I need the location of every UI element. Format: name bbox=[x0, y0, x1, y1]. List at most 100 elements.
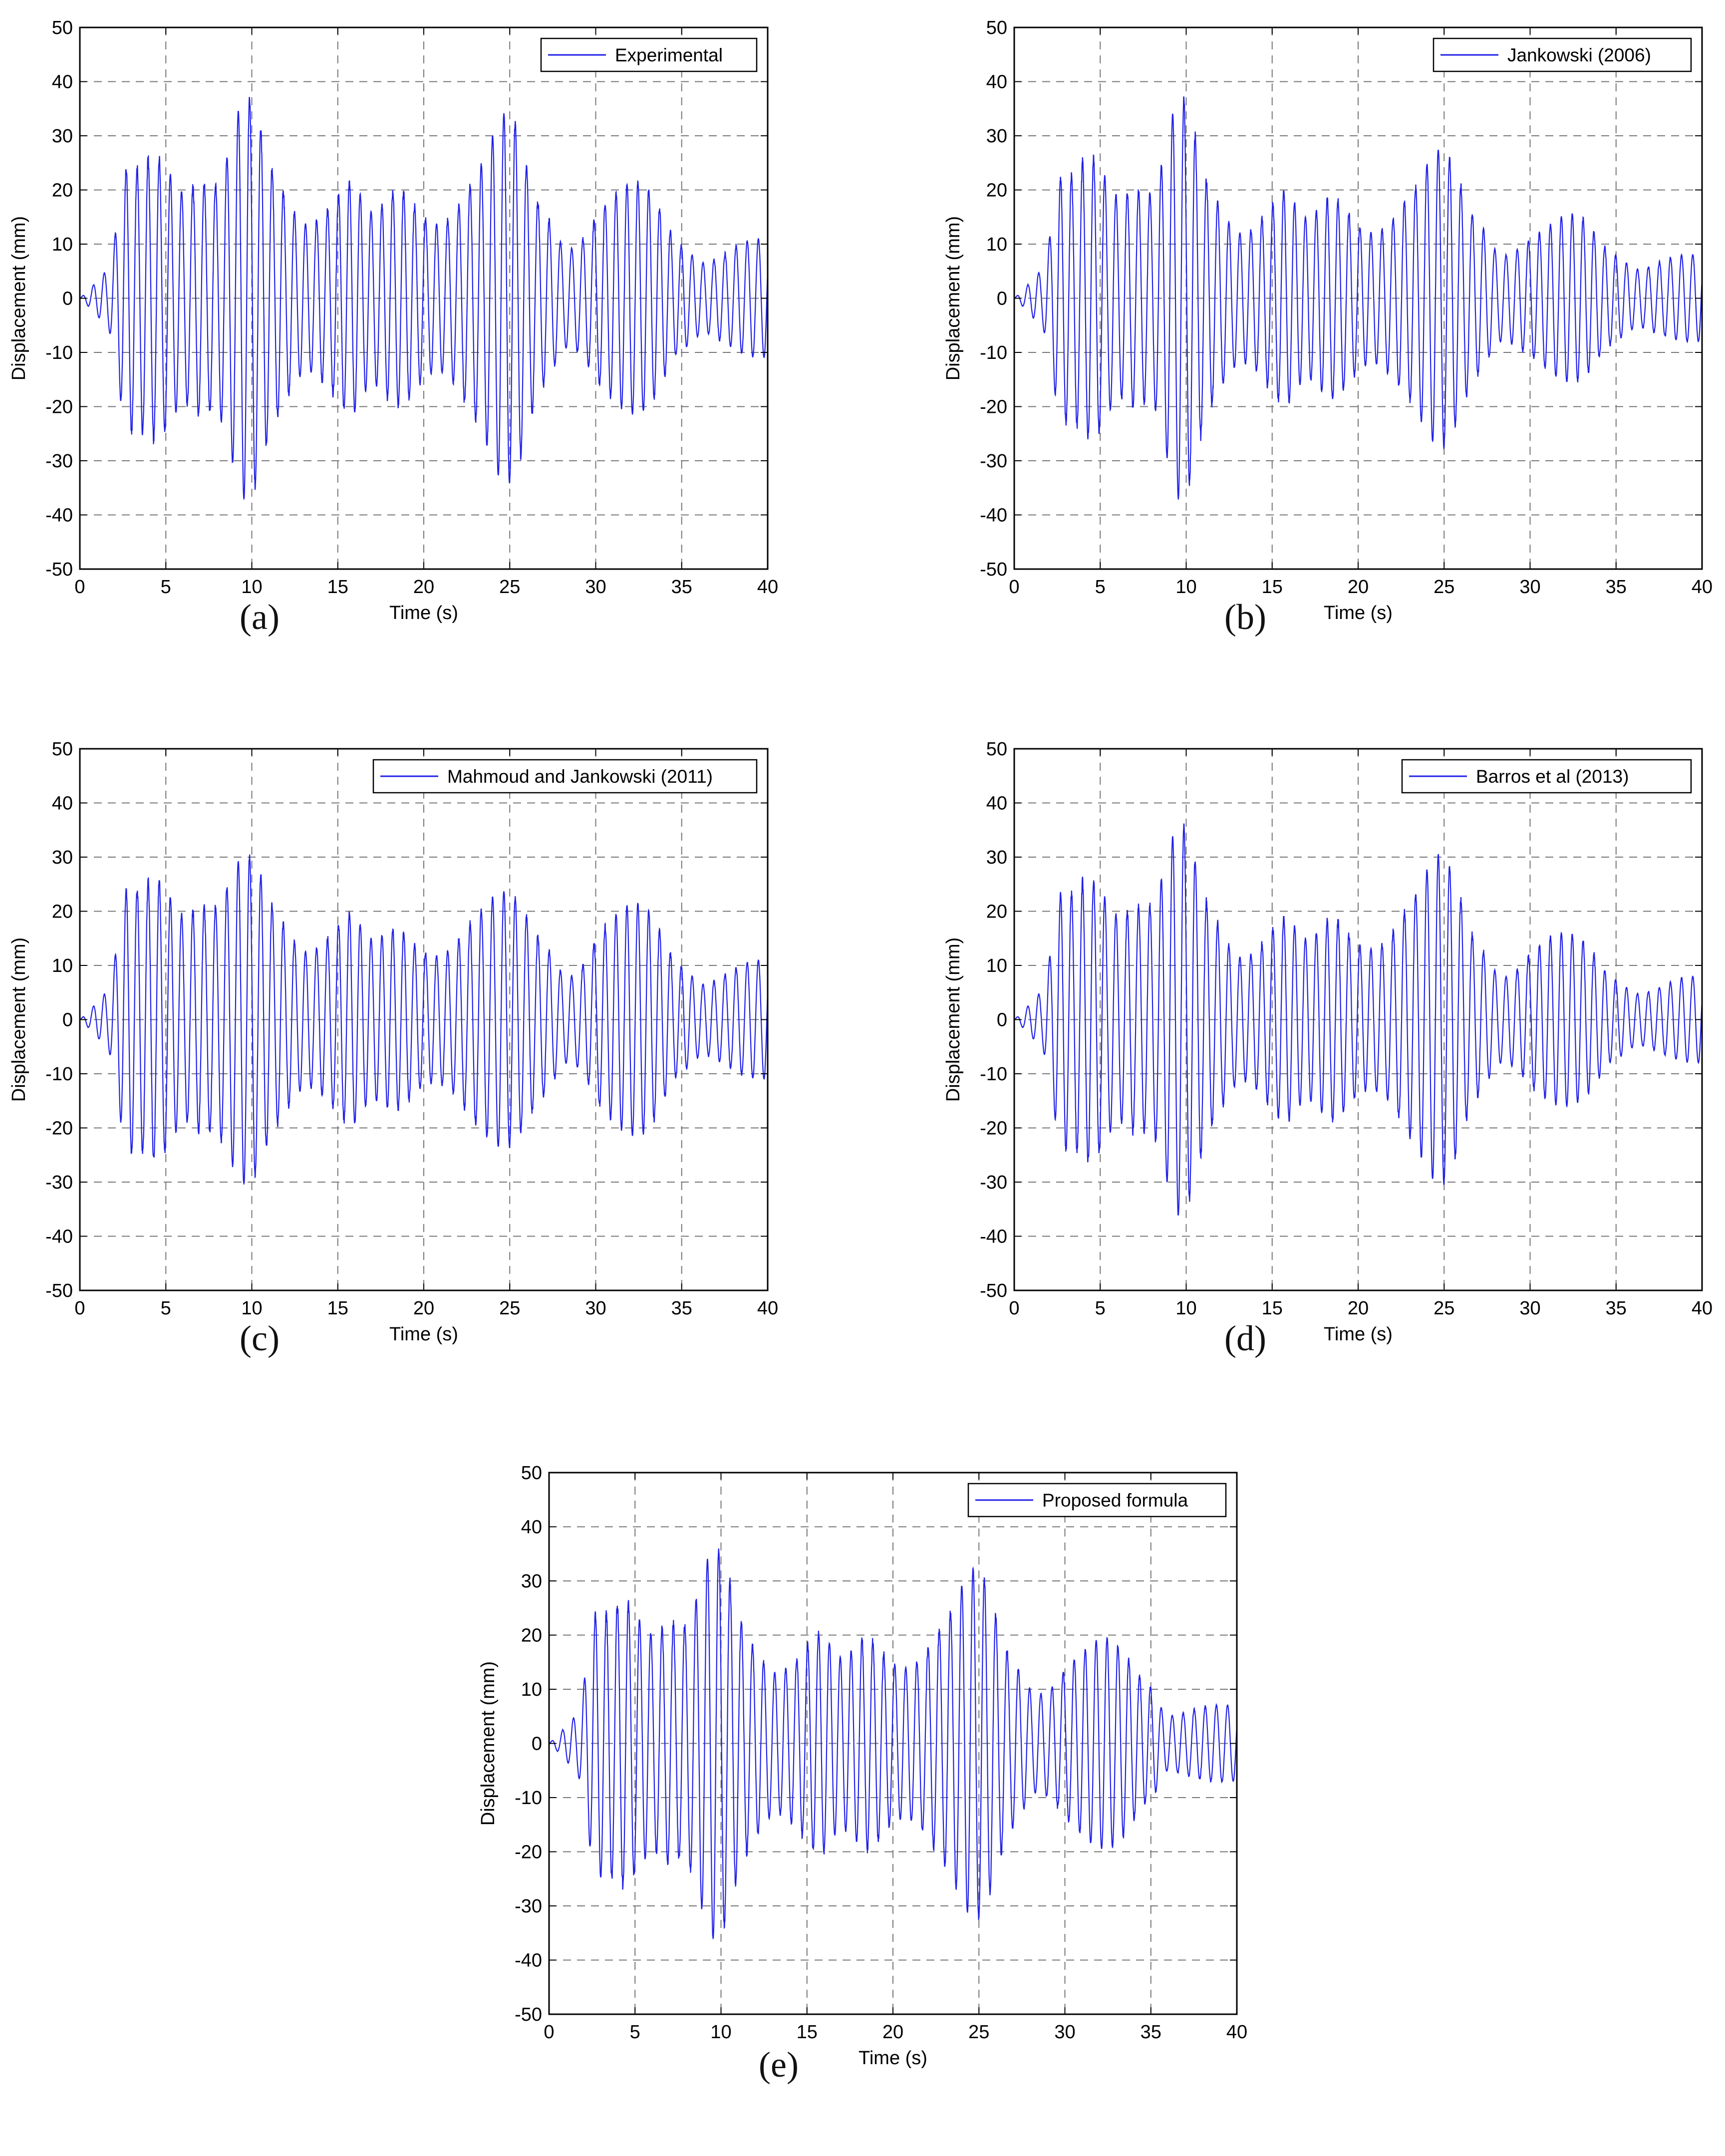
y-tick-label: -40 bbox=[980, 1227, 1007, 1247]
y-tick-label: -10 bbox=[980, 1064, 1007, 1085]
y-tick-label: -50 bbox=[980, 1280, 1007, 1301]
y-axis-label: Displacement (mm) bbox=[8, 937, 29, 1102]
x-tick-label: 5 bbox=[161, 1298, 171, 1319]
y-axis-label: Displacement (mm) bbox=[8, 216, 29, 380]
x-tick-label: 10 bbox=[241, 1298, 262, 1319]
x-tick-label: 25 bbox=[499, 1298, 520, 1319]
series-line bbox=[79, 854, 768, 1186]
x-tick-label: 10 bbox=[1175, 1298, 1196, 1319]
y-tick-label: -30 bbox=[515, 1896, 542, 1917]
x-tick-label: 10 bbox=[241, 577, 262, 598]
x-tick-label: 40 bbox=[1226, 2022, 1247, 2043]
x-tick-label: 30 bbox=[1519, 1298, 1540, 1319]
y-tick-label: -10 bbox=[515, 1788, 542, 1809]
y-tick-label: 0 bbox=[532, 1734, 542, 1755]
y-tick-label: -20 bbox=[980, 1118, 1007, 1139]
x-tick-label: 0 bbox=[544, 2022, 554, 2043]
x-tick-label: 25 bbox=[968, 2022, 989, 2043]
y-tick-label: -20 bbox=[45, 397, 73, 418]
legend: Experimental bbox=[540, 37, 758, 72]
x-tick-label: 0 bbox=[1009, 1298, 1019, 1319]
x-tick-label: 10 bbox=[1175, 577, 1196, 598]
legend-label: Barros et al (2013) bbox=[1476, 766, 1629, 787]
series-line bbox=[549, 1548, 1237, 1940]
x-tick-label: 35 bbox=[671, 1298, 692, 1319]
x-tick-label: 5 bbox=[161, 577, 171, 598]
panel-caption: (e) bbox=[759, 2045, 799, 2085]
x-tick-label: 15 bbox=[327, 1298, 348, 1319]
legend: Jankowski (2006) bbox=[1433, 37, 1692, 72]
x-tick-label: 30 bbox=[1054, 2022, 1075, 2043]
x-tick-label: 20 bbox=[1348, 1298, 1369, 1319]
y-tick-label: -30 bbox=[980, 451, 1007, 472]
y-tick-label: 0 bbox=[62, 1010, 73, 1031]
x-tick-label: 5 bbox=[630, 2022, 640, 2043]
y-tick-label: 10 bbox=[986, 234, 1007, 255]
y-tick-label: -50 bbox=[515, 2004, 542, 2025]
y-tick-label: 0 bbox=[997, 1010, 1007, 1031]
series-line bbox=[1014, 96, 1703, 500]
x-tick-label: 0 bbox=[74, 577, 85, 598]
x-tick-label: 15 bbox=[797, 2022, 818, 2043]
x-tick-label: 25 bbox=[1434, 577, 1454, 598]
y-tick-label: 50 bbox=[52, 739, 73, 760]
legend-label: Jankowski (2006) bbox=[1507, 45, 1651, 65]
y-tick-label: 20 bbox=[986, 180, 1007, 201]
y-tick-label: 30 bbox=[52, 847, 73, 868]
x-tick-label: 30 bbox=[585, 1298, 606, 1319]
x-tick-label: 20 bbox=[882, 2022, 903, 2043]
y-tick-label: -10 bbox=[45, 1064, 73, 1085]
x-axis-label: Time (s) bbox=[859, 2048, 927, 2069]
panel-caption: (d) bbox=[1224, 1318, 1266, 1358]
x-tick-label: 0 bbox=[1009, 577, 1019, 598]
y-tick-label: 10 bbox=[521, 1679, 542, 1700]
y-axis-label: Displacement (mm) bbox=[943, 937, 964, 1102]
x-tick-label: 35 bbox=[1606, 577, 1627, 598]
x-tick-label: 25 bbox=[499, 577, 520, 598]
y-tick-label: 50 bbox=[52, 17, 73, 38]
y-tick-label: 50 bbox=[521, 1463, 542, 1484]
y-tick-label: -20 bbox=[45, 1118, 73, 1139]
x-tick-label: 15 bbox=[1262, 1298, 1283, 1319]
y-tick-label: -50 bbox=[980, 559, 1007, 580]
y-tick-label: 30 bbox=[52, 126, 73, 147]
y-tick-label: 10 bbox=[986, 955, 1007, 976]
x-tick-label: 5 bbox=[1095, 1298, 1106, 1319]
panel-caption: (a) bbox=[240, 597, 280, 637]
x-tick-label: 15 bbox=[1262, 577, 1283, 598]
x-tick-label: 40 bbox=[1692, 1298, 1713, 1319]
y-tick-label: 40 bbox=[52, 793, 73, 814]
legend-box bbox=[1433, 37, 1692, 72]
x-tick-label: 35 bbox=[1141, 2022, 1161, 2043]
legend-label: Proposed formula bbox=[1042, 1490, 1188, 1511]
y-tick-label: 20 bbox=[521, 1625, 542, 1646]
legend: Proposed formula bbox=[967, 1483, 1227, 1518]
x-tick-label: 15 bbox=[327, 577, 348, 598]
y-tick-label: -20 bbox=[515, 1842, 542, 1863]
y-tick-label: -40 bbox=[45, 1227, 73, 1247]
x-tick-label: 5 bbox=[1095, 577, 1106, 598]
x-axis-label: Time (s) bbox=[389, 603, 458, 623]
y-tick-label: -50 bbox=[45, 559, 73, 580]
x-tick-label: 35 bbox=[1606, 1298, 1627, 1319]
y-tick-label: 0 bbox=[62, 289, 73, 309]
y-tick-label: -40 bbox=[515, 1950, 542, 1971]
y-tick-label: 40 bbox=[52, 72, 73, 93]
x-tick-label: 40 bbox=[757, 577, 778, 598]
panel-caption: (c) bbox=[240, 1318, 280, 1358]
y-tick-label: 10 bbox=[52, 234, 73, 255]
x-axis-label: Time (s) bbox=[1324, 603, 1393, 623]
x-tick-label: 20 bbox=[413, 1298, 434, 1319]
y-tick-label: 30 bbox=[986, 847, 1007, 868]
y-tick-label: -30 bbox=[45, 1172, 73, 1193]
legend: Barros et al (2013) bbox=[1401, 759, 1692, 794]
x-tick-label: 40 bbox=[757, 1298, 778, 1319]
y-tick-label: -30 bbox=[45, 451, 73, 472]
legend-label: Mahmoud and Jankowski (2011) bbox=[447, 766, 713, 787]
y-tick-label: -30 bbox=[980, 1172, 1007, 1193]
y-axis-label: Displacement (mm) bbox=[943, 216, 964, 380]
legend-label: Experimental bbox=[615, 45, 723, 65]
